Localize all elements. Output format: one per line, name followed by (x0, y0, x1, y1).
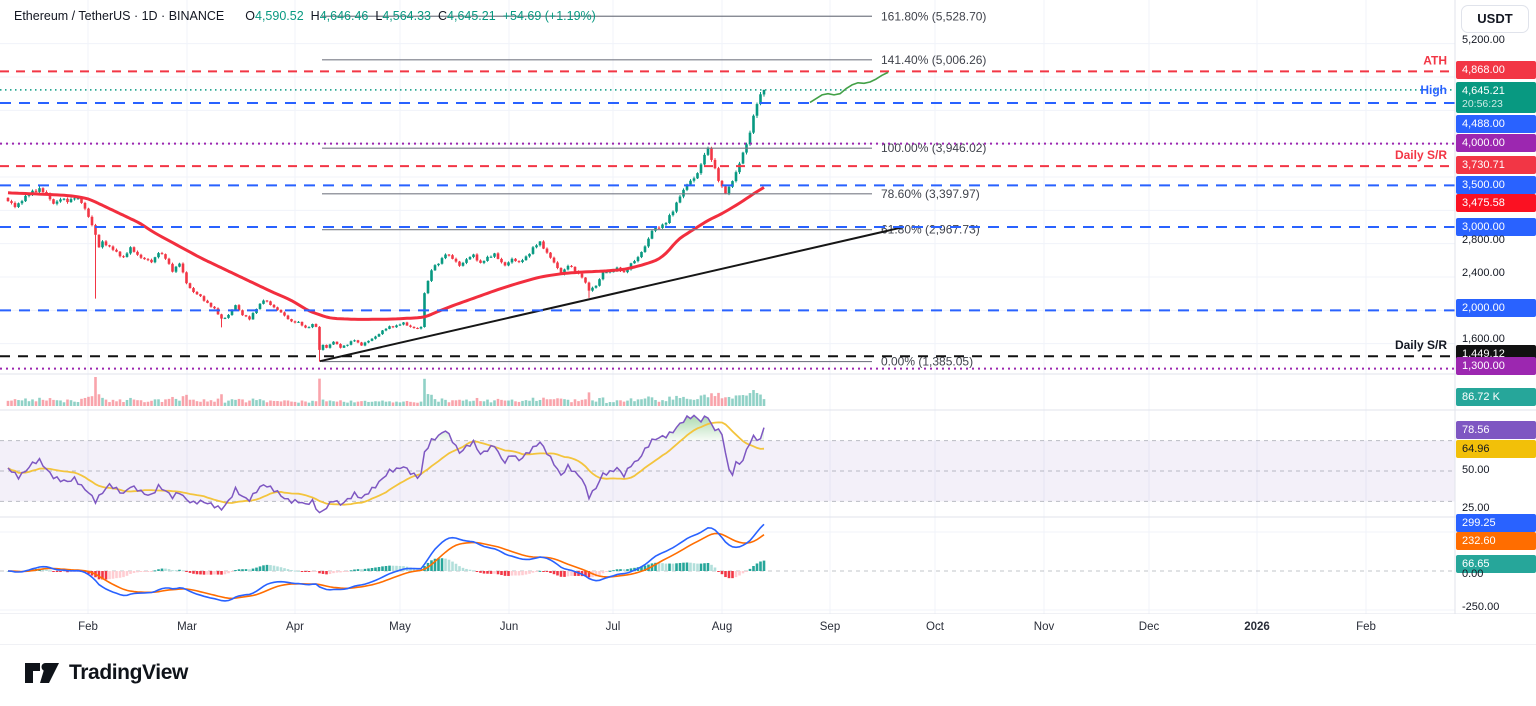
candles-series (6, 89, 766, 362)
time-axis-label: Oct (926, 621, 944, 633)
macd-pane (0, 523, 1455, 602)
time-axis-label: Apr (286, 621, 304, 633)
price-line-label: 2,000.00 (1456, 299, 1536, 317)
price-line-label: 3,000.00 (1456, 218, 1536, 236)
price-scale-tick: 2,400.00 (1462, 267, 1505, 279)
fib-level-label: 100.00% (3,946.02) (881, 141, 986, 155)
price-line-label: 3,500.00 (1456, 176, 1536, 194)
price-scale-tick: 5,200.00 (1462, 34, 1505, 46)
time-axis-label: Feb (78, 621, 98, 633)
price-line-label: 4,000.00 (1456, 134, 1536, 152)
fib-level-label: 161.80% (5,528.70) (881, 9, 986, 23)
time-axis-label: Jun (499, 621, 519, 633)
line-tag-label: Daily S/R (1395, 148, 1447, 162)
change-value: +54.69 (+1.19%) (502, 9, 596, 23)
fib-level-label: 78.60% (3,397.97) (881, 187, 980, 201)
time-axis-label: Dec (1138, 621, 1160, 633)
currency-toggle-button[interactable]: USDT (1461, 5, 1529, 33)
price-line-label: 4,645.21 20:56:23 (1456, 82, 1536, 113)
price-line-label: 66.65 (1456, 555, 1536, 573)
tradingview-logo-text: TradingView (69, 661, 188, 684)
tradingview-logo-icon (25, 663, 59, 683)
price-scale-tick: -250.00 (1462, 601, 1500, 613)
time-axis-label: Jul (605, 621, 621, 633)
rsi-band (0, 440, 1455, 502)
time-axis-label: Aug (711, 621, 733, 633)
grid-lines (0, 0, 1455, 614)
high-value: 4,646.46 (319, 9, 369, 23)
time-axis-label: Nov (1033, 621, 1055, 633)
tradingview-logo[interactable]: TradingView (24, 659, 188, 687)
pane-separators (0, 0, 1536, 645)
time-axis-label: May (389, 621, 411, 633)
price-scale-tick: 0.00 (1462, 568, 1484, 580)
rsi-pane (7, 414, 765, 514)
price-scale-tick: 50.00 (1462, 464, 1490, 476)
low-value: 4,564.33 (382, 9, 431, 23)
close-label: C (438, 9, 448, 23)
time-axis-label: Mar (177, 621, 197, 633)
volume-bars (6, 377, 766, 406)
price-line-label: 1,300.00 (1456, 357, 1536, 375)
support-resistance-lines: ATH High Daily S/R Daily S/R (0, 53, 1455, 370)
price-scale-tick: 2,800.00 (1462, 234, 1505, 246)
fib-retracement: 161.80% (5,528.70) 141.40% (5,006.26) 100.… (322, 9, 986, 369)
price-line-label: 4,868.00 (1456, 61, 1536, 79)
price-line-label: 3,475.58 (1456, 194, 1536, 212)
low-label: L (375, 9, 383, 23)
price-line-label: 232.60 (1456, 532, 1536, 550)
symbol-title[interactable]: Ethereum / TetherUS · 1D · BINANCE (14, 9, 225, 23)
time-axis[interactable]: Feb Mar Apr May Jun Jul Aug Sep Oct Nov Dec 2026 Feb (0, 614, 1536, 644)
price-line-label: 4,488.00 (1456, 115, 1536, 133)
close-value: 4,645.21 (447, 9, 496, 23)
line-tag-label: Daily S/R (1395, 338, 1447, 352)
fib-level-label: 141.40% (5,006.26) (881, 53, 986, 67)
price-line-label: 64.96 (1456, 440, 1536, 458)
symbol-ohlc-bar: Ethereum / TetherUS · 1D · BINANCE O4,590… (14, 9, 596, 23)
price-scale-tick: 25.00 (1462, 502, 1490, 514)
line-tag-label: High (1420, 83, 1447, 97)
trend-line (319, 226, 903, 363)
chart-canvas[interactable]: 161.80% (5,528.70) 141.40% (5,006.26) 100.… (0, 0, 1536, 650)
time-axis-label: Sep (819, 621, 841, 633)
price-scale[interactable]: 5,200.00 4,868.00 4,645.21 20:56:23 4,488.00… (1455, 0, 1536, 644)
time-axis-label: 2026 (1244, 621, 1270, 633)
open-value: 4,590.52 (255, 9, 304, 23)
price-line-label: 3,730.71 (1456, 156, 1536, 174)
projection-line (809, 71, 889, 104)
price-line-label: 86.72 K (1456, 388, 1536, 406)
price-line-label: 299.25 (1456, 514, 1536, 532)
price-scale-tick: 1,600.00 (1462, 333, 1505, 345)
fib-level-label: 0.00% (1,385.05) (881, 355, 973, 369)
line-tag-label: ATH (1423, 53, 1447, 67)
price-line-label: 78.56 (1456, 421, 1536, 439)
ma-line (7, 186, 765, 321)
high-label: H (310, 9, 320, 23)
time-axis-label: Feb (1356, 621, 1376, 633)
open-label: O (245, 9, 255, 23)
